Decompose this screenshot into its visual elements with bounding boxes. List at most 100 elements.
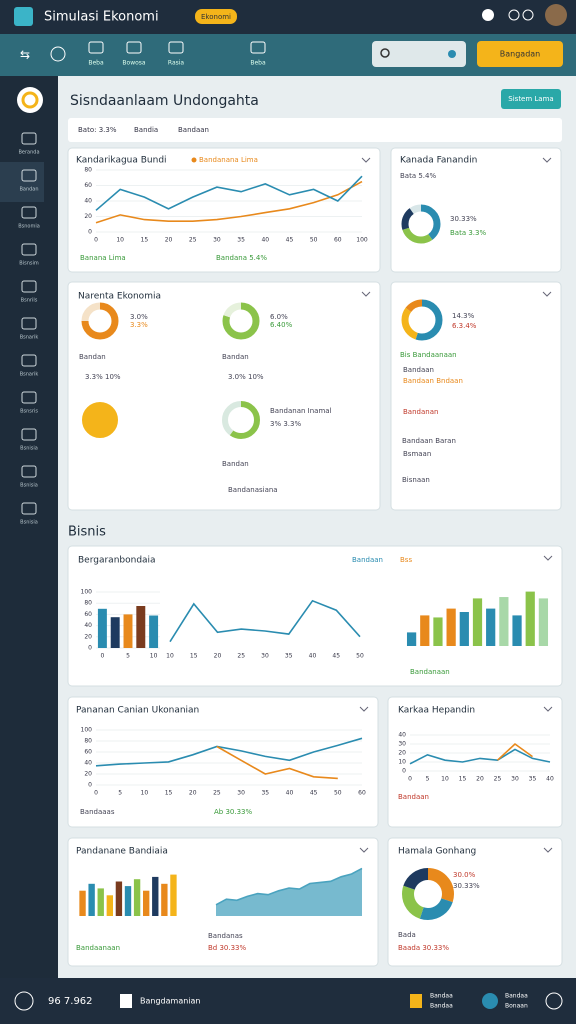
panel — [67, 545, 563, 687]
filter[interactable]: Bandaan — [178, 126, 209, 134]
bar — [486, 608, 496, 646]
footer-doc[interactable] — [120, 994, 132, 1008]
note: Bandaan Baran — [402, 437, 456, 445]
donut-segment — [401, 299, 443, 341]
sidebar-label: Bsnomia — [18, 224, 40, 230]
search-action[interactable] — [448, 50, 456, 58]
app-icon[interactable] — [14, 7, 33, 26]
donut-segment — [402, 868, 454, 920]
donut-segment — [82, 402, 118, 438]
footer-left: 96 7.962 — [48, 996, 93, 1007]
donut-segment — [402, 868, 454, 920]
footer-icon[interactable] — [14, 991, 34, 1011]
sidebar-icon[interactable] — [21, 169, 37, 182]
footer-icon[interactable] — [482, 993, 498, 1009]
sidebar-icon[interactable] — [21, 502, 37, 515]
sidebar-label: Bsnarik — [20, 372, 39, 378]
sidebar-icon[interactable] — [21, 206, 37, 219]
bar — [512, 615, 522, 646]
sidebar-icon[interactable] — [21, 391, 37, 404]
search-box[interactable] — [372, 41, 466, 67]
legend-label: Bandanana Lima — [199, 156, 258, 164]
sidebar-icon[interactable] — [21, 317, 37, 330]
footer-label: Bandaa — [430, 1003, 453, 1010]
page-button[interactable] — [501, 89, 561, 109]
sidebar-icon[interactable] — [21, 428, 37, 441]
panel-menu[interactable] — [543, 706, 553, 712]
note: Bss — [400, 556, 412, 564]
help-icon[interactable] — [522, 9, 534, 21]
panel-menu[interactable] — [542, 291, 552, 297]
settings-icon[interactable] — [508, 9, 520, 21]
nav-icon[interactable] — [50, 46, 66, 62]
nav-icon[interactable] — [88, 41, 104, 54]
sidebar-icon[interactable] — [21, 280, 37, 293]
bar — [106, 895, 113, 916]
x-tick-label: 0 — [94, 237, 98, 244]
sidebar-icon[interactable] — [21, 132, 37, 145]
footer-icon[interactable] — [410, 994, 422, 1008]
chart-title: Narenta Ekonomia — [78, 292, 161, 302]
filter[interactable]: Bandia — [134, 126, 158, 134]
panel-menu[interactable] — [361, 291, 371, 297]
nav-icon[interactable] — [168, 41, 184, 54]
x-tick-label: 30 — [261, 653, 269, 660]
panel-menu[interactable] — [542, 157, 552, 163]
x-tick-label: 40 — [309, 653, 317, 660]
sidebar-icon[interactable] — [21, 243, 37, 256]
primary-button[interactable] — [477, 41, 563, 67]
x-tick-label: 100 — [356, 237, 368, 244]
back-icon[interactable]: ⇆ — [20, 48, 30, 62]
y-tick-label: 60 — [84, 182, 92, 189]
note: 3.0% — [130, 313, 148, 321]
bar — [472, 598, 483, 646]
x-tick-label: 35 — [261, 790, 269, 797]
sidebar-label: Bsnisia — [20, 520, 38, 526]
x-tick-label: 10 — [141, 790, 149, 797]
notify-icon[interactable] — [482, 9, 494, 21]
nav-icon[interactable] — [126, 41, 142, 54]
footer-icon[interactable] — [545, 992, 563, 1010]
panel — [67, 147, 381, 273]
y-tick-label: 20 — [84, 633, 92, 640]
bar — [406, 632, 417, 646]
area — [216, 868, 362, 916]
panel-menu[interactable] — [359, 706, 369, 712]
x-tick-label: 25 — [189, 237, 197, 244]
y-tick-label: 100 — [81, 589, 93, 596]
line — [215, 867, 363, 906]
bar — [88, 883, 95, 916]
panel — [390, 281, 562, 511]
panel-menu[interactable] — [359, 847, 369, 853]
y-tick-label: 40 — [398, 732, 406, 739]
x-tick-label: 5 — [126, 653, 130, 660]
chart-title: Kanada Fanandin — [400, 156, 477, 166]
filter[interactable]: Bato: 3.3% — [78, 126, 117, 134]
nav-icon[interactable] — [250, 41, 266, 54]
x-tick-label: 15 — [165, 790, 173, 797]
x-tick-label: 20 — [189, 790, 197, 797]
sidebar-icon[interactable] — [21, 465, 37, 478]
x-tick-label: 50 — [356, 653, 364, 660]
badge-text: Ekonomi — [201, 13, 231, 21]
button-label: Bangadan — [500, 50, 541, 59]
bar — [110, 617, 120, 648]
logo-mark — [21, 91, 39, 109]
line — [95, 737, 363, 767]
sidebar-icon[interactable] — [21, 354, 37, 367]
bar — [152, 876, 159, 916]
note: Bandaan Bndaan — [403, 377, 463, 385]
x-tick-label: 10 — [166, 653, 174, 660]
panel-menu[interactable] — [543, 555, 553, 561]
note: Bandana 5.4% — [216, 254, 267, 262]
note: Bisnaan — [402, 476, 430, 484]
panel-menu[interactable] — [543, 847, 553, 853]
donut-segment — [81, 302, 119, 340]
x-tick-label: 10 — [116, 237, 124, 244]
sidebar — [0, 76, 58, 978]
avatar[interactable] — [545, 4, 567, 26]
x-tick-label: 20 — [165, 237, 173, 244]
bar — [433, 617, 443, 646]
x-tick-label: 0 — [408, 776, 412, 783]
panel-menu[interactable] — [361, 157, 371, 163]
